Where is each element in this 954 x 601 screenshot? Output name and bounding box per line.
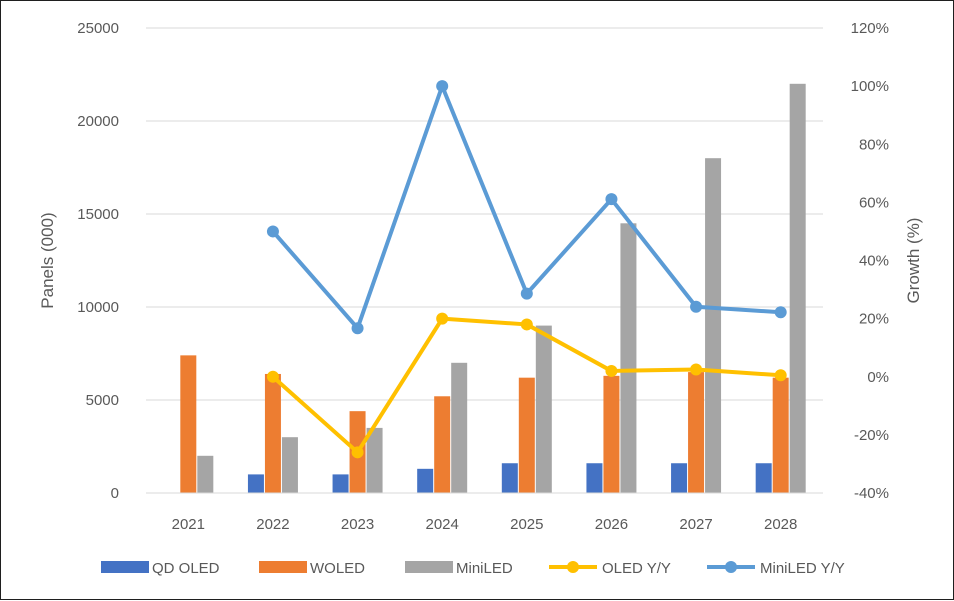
legend-swatch-miniled [405,561,453,573]
bar-woled [772,377,789,493]
y-right-tick-label: 20% [859,311,889,328]
bar-miniled [620,223,637,494]
x-tick-label: 2023 [341,516,374,533]
y-left-tick-label: 10000 [77,299,119,316]
point-miniled-y-y [690,300,703,313]
x-tick-label: 2024 [426,516,459,533]
legend-label-miniled: MiniLED [456,560,513,577]
y-right-tick-label: 100% [851,78,889,95]
point-oled-y-y [605,364,618,377]
y-left-tick-label: 25000 [77,20,119,37]
point-miniled-y-y [351,322,364,335]
point-miniled-y-y [774,306,787,319]
y-right-axis-title: Growth (%) [904,218,923,304]
bar-miniled [281,437,298,493]
y-left-tick-label: 20000 [77,113,119,130]
x-tick-label: 2026 [595,516,628,533]
bar-qd-oled [417,468,434,493]
point-oled-y-y [351,446,364,459]
bar-qd-oled [755,463,772,493]
point-oled-y-y [690,363,703,376]
y-left-tick-label: 0 [111,485,119,502]
bar-miniled [789,83,806,494]
bar-miniled [366,427,383,493]
point-oled-y-y [520,318,533,331]
y-right-tick-label: 80% [859,136,889,153]
legend-marker-oled-y-y [567,561,579,573]
bar-qd-oled [671,463,688,493]
point-miniled-y-y [266,225,279,238]
legend-label-miniled-y-y: MiniLED Y/Y [760,560,845,577]
y-right-tick-label: -20% [854,427,889,444]
bar-qd-oled [247,474,264,493]
x-tick-label: 2028 [764,516,797,533]
y-right-tick-label: 120% [851,20,889,37]
y-left-tick-label: 5000 [86,392,119,409]
point-oled-y-y [774,369,787,382]
y-left-axis-title: Panels (000) [38,212,57,308]
legend-swatch-qd-oled [101,561,149,573]
bar-miniled [535,325,552,493]
point-miniled-y-y [520,287,533,300]
bar-miniled [197,455,214,493]
legend-swatch-woled [259,561,307,573]
point-oled-y-y [436,312,449,325]
bar-woled [518,377,535,493]
x-tick-label: 2027 [679,516,712,533]
y-right-tick-label: 40% [859,253,889,270]
point-miniled-y-y [436,80,449,93]
bar-woled [688,372,705,493]
bar-qd-oled [586,463,603,493]
bar-miniled [705,158,722,493]
bar-woled [264,373,281,493]
bar-woled [180,355,197,493]
legend-label-woled: WOLED [310,560,365,577]
y-right-tick-label: -40% [854,485,889,502]
y-right-tick-label: 0% [867,369,889,386]
legend-label-qd-oled: QD OLED [152,560,220,577]
x-tick-label: 2021 [172,516,205,533]
legend-marker-miniled-y-y [725,561,737,573]
bar-qd-oled [332,474,349,493]
x-tick-label: 2022 [256,516,289,533]
point-miniled-y-y [605,193,618,206]
bar-qd-oled [501,463,518,493]
point-oled-y-y [266,370,279,383]
legend-label-oled-y-y: OLED Y/Y [602,560,671,577]
x-tick-label: 2025 [510,516,543,533]
bar-woled [603,375,620,493]
y-left-tick-label: 15000 [77,206,119,223]
bar-miniled [451,362,468,493]
y-right-tick-label: 60% [859,194,889,211]
bar-woled [434,396,451,493]
